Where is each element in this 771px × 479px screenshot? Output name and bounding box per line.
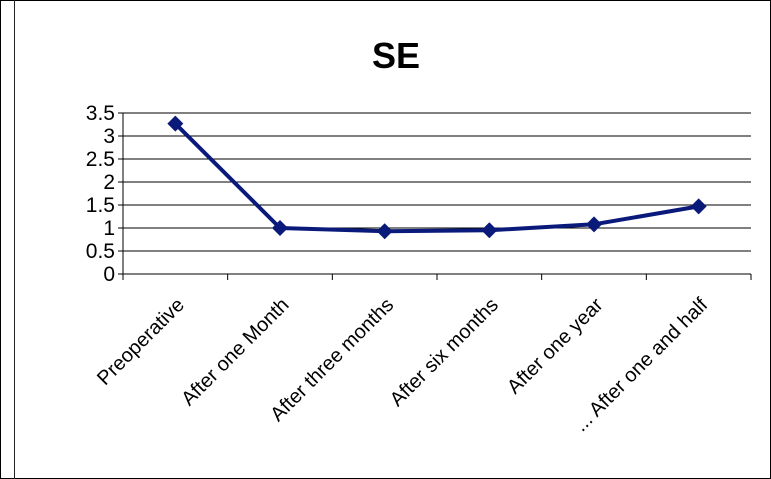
data-point-marker xyxy=(272,220,288,236)
y-tick-label: 3.5 xyxy=(86,102,115,125)
series-line xyxy=(173,122,700,234)
axes xyxy=(118,112,752,280)
x-tick-label: After one year xyxy=(503,294,608,399)
data-point-marker xyxy=(167,115,184,132)
y-tick-labels: 00.511.522.533.5 xyxy=(86,102,115,286)
chart-title: SE xyxy=(372,35,420,76)
x-tick-label: After six months xyxy=(386,294,503,411)
y-tick-label: 2.5 xyxy=(86,148,115,171)
data-point-marker xyxy=(376,223,393,240)
x-tick-label: After one Month xyxy=(177,294,293,410)
y-tick-label: 3 xyxy=(103,125,115,148)
data-point-marker xyxy=(586,216,602,233)
x-tick-label: Preoperative xyxy=(93,294,189,390)
data-point-marker xyxy=(481,222,498,239)
y-tick-label: 2 xyxy=(103,171,115,194)
left-edge-line xyxy=(14,0,15,479)
y-tick-label: 1.5 xyxy=(86,194,115,217)
y-tick-label: 0 xyxy=(103,263,115,286)
y-tick-label: 0.5 xyxy=(86,240,115,263)
series-group xyxy=(167,115,707,240)
y-tick-label: 1 xyxy=(103,217,115,240)
grid-lines xyxy=(123,112,751,252)
data-point-marker xyxy=(690,198,707,215)
